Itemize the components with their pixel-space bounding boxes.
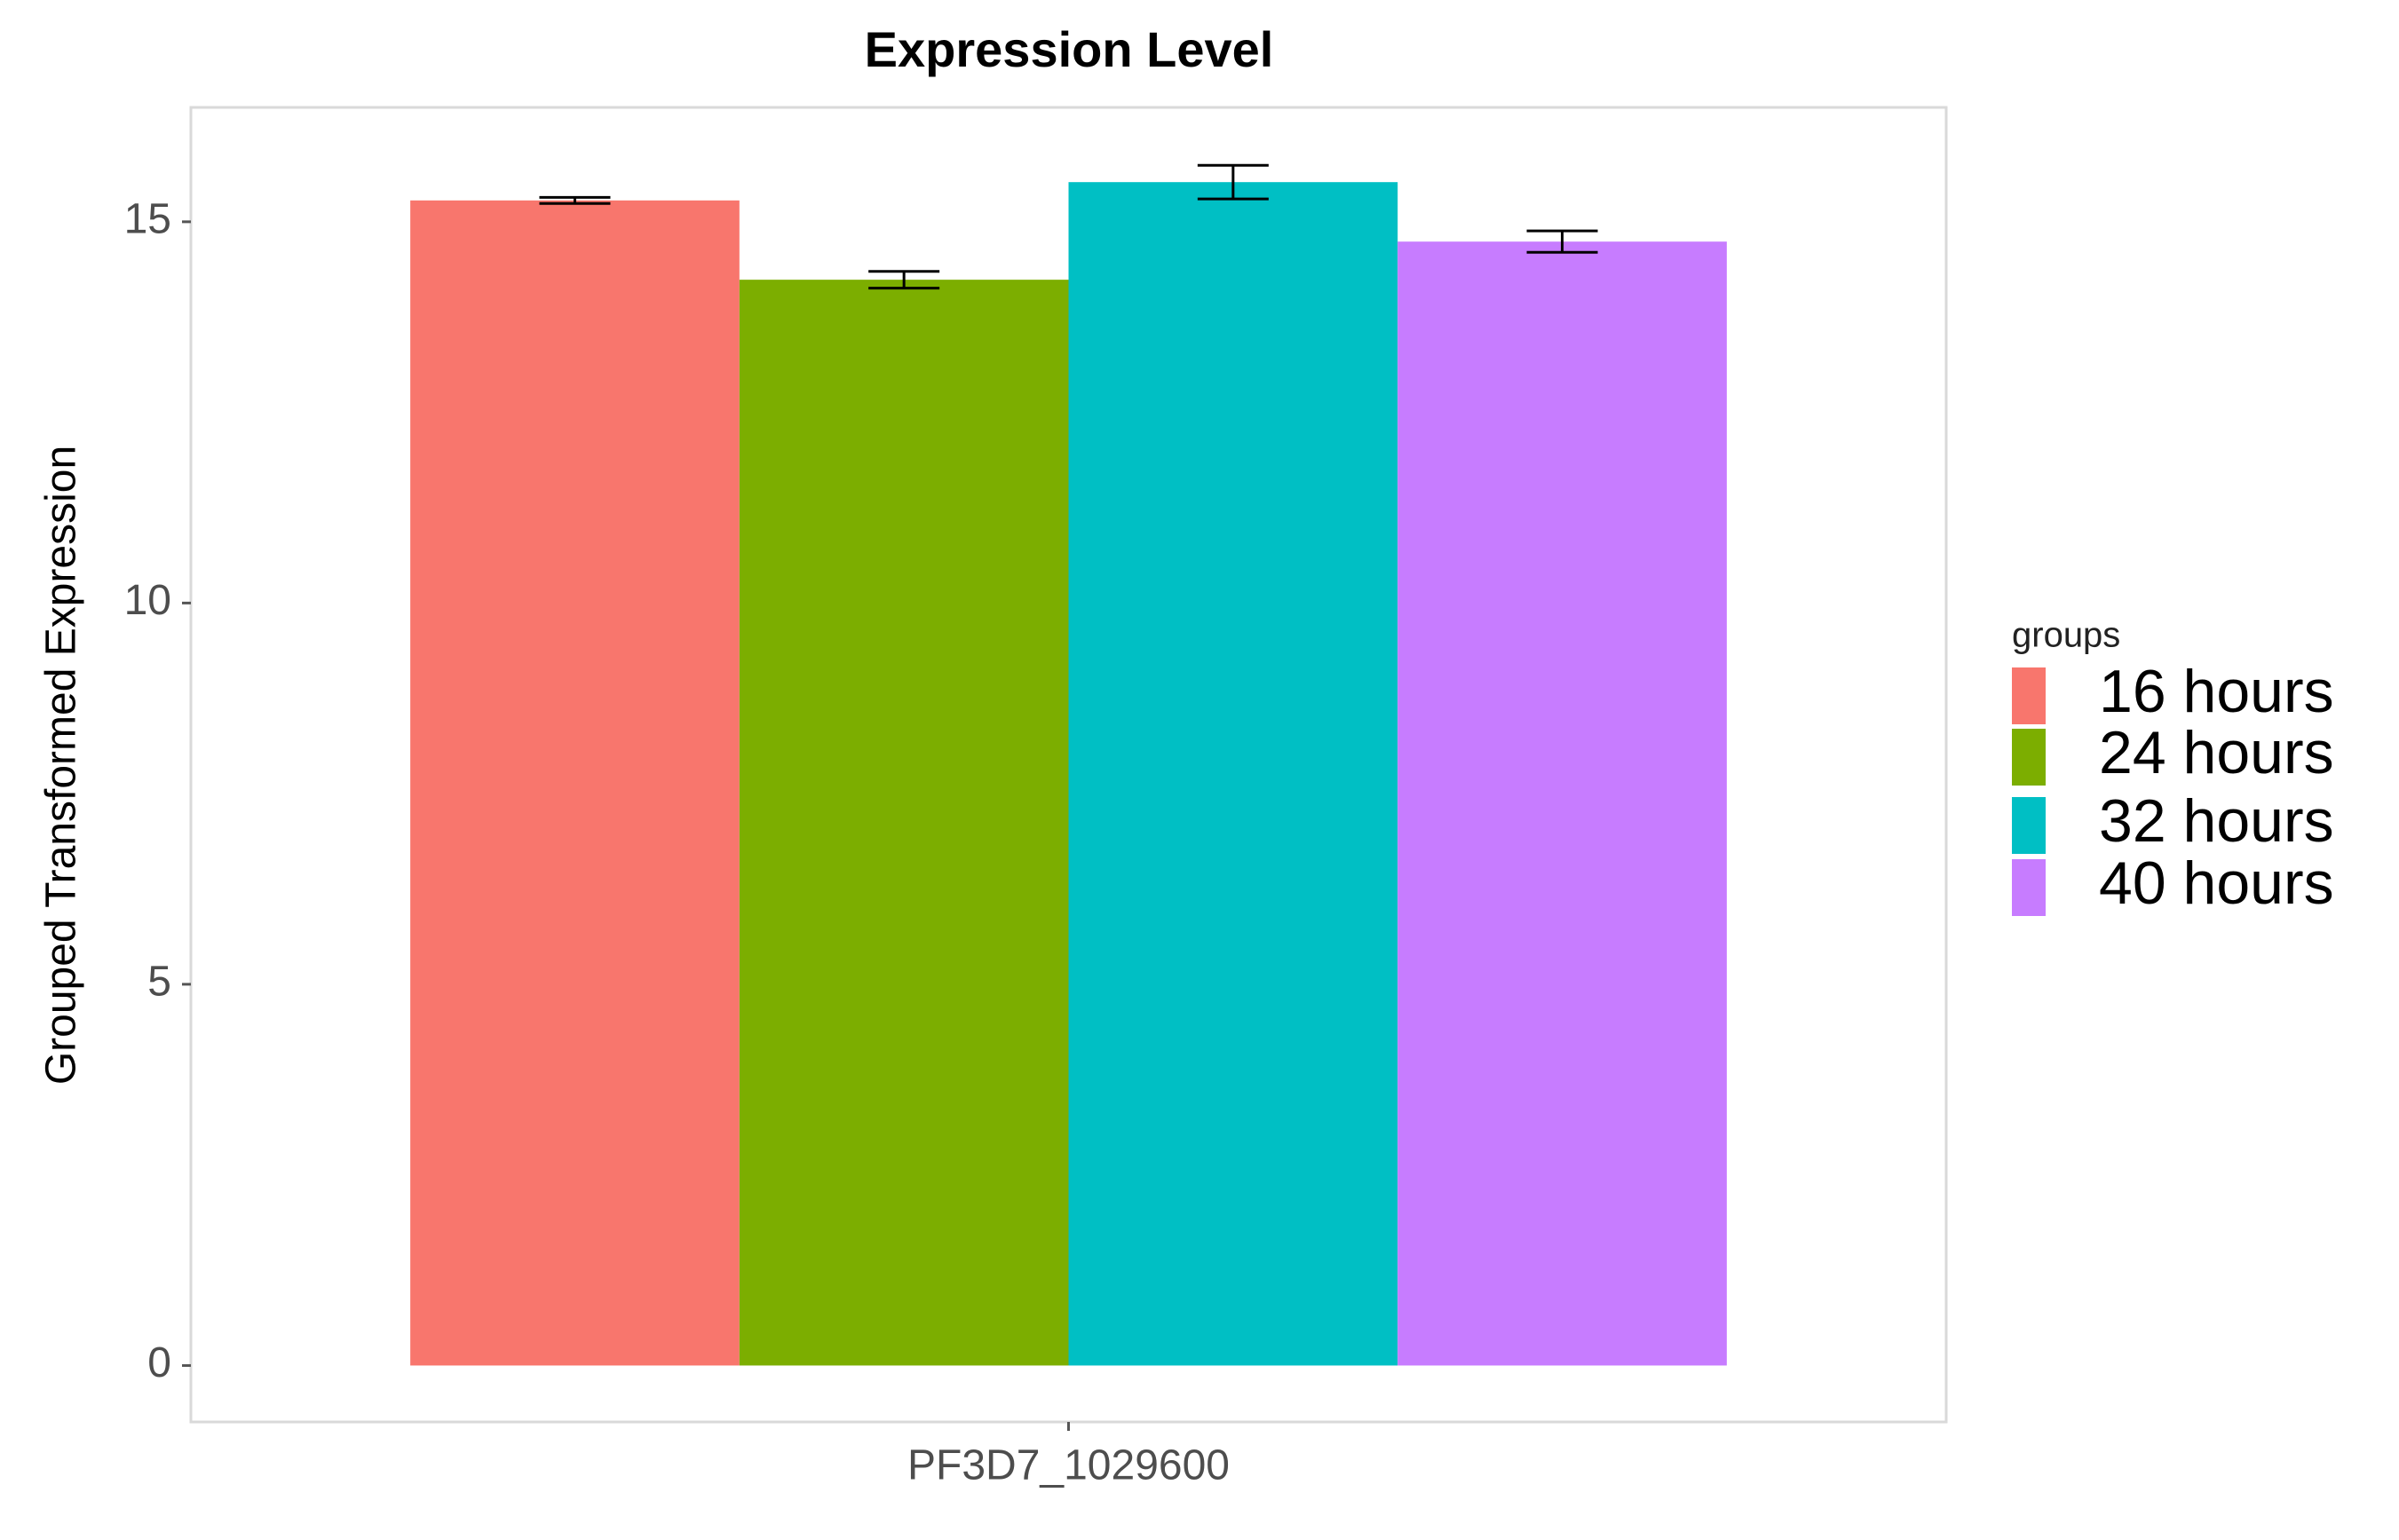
y-tick-label: 15 bbox=[124, 196, 171, 243]
error-bar bbox=[1526, 229, 1598, 254]
error-bar bbox=[1197, 163, 1269, 201]
bar bbox=[410, 200, 740, 1366]
legend-key bbox=[2012, 859, 2046, 916]
legend-key bbox=[2012, 729, 2046, 786]
y-tick-label: 0 bbox=[147, 1339, 171, 1386]
bar bbox=[1397, 241, 1727, 1366]
legend-label: 24 hours bbox=[2099, 719, 2334, 786]
error-bar bbox=[868, 270, 940, 290]
legend-key bbox=[2012, 797, 2046, 854]
legend-label: 40 hours bbox=[2099, 849, 2334, 917]
legend-label: 16 hours bbox=[2099, 658, 2334, 725]
x-tick-label: PF3D7_1029600 bbox=[907, 1442, 1230, 1489]
chart-title: Expression Level bbox=[865, 21, 1274, 77]
bar bbox=[739, 280, 1069, 1366]
y-axis-label: Grouped Transformed Expression bbox=[38, 446, 85, 1085]
legend-key bbox=[2012, 667, 2046, 724]
error-bar bbox=[539, 195, 611, 205]
y-tick-label: 5 bbox=[147, 959, 171, 1006]
legend-title: groups bbox=[2012, 616, 2120, 655]
legend-label: 32 hours bbox=[2099, 787, 2334, 855]
bar bbox=[1068, 182, 1398, 1366]
y-tick-label: 10 bbox=[124, 577, 171, 624]
